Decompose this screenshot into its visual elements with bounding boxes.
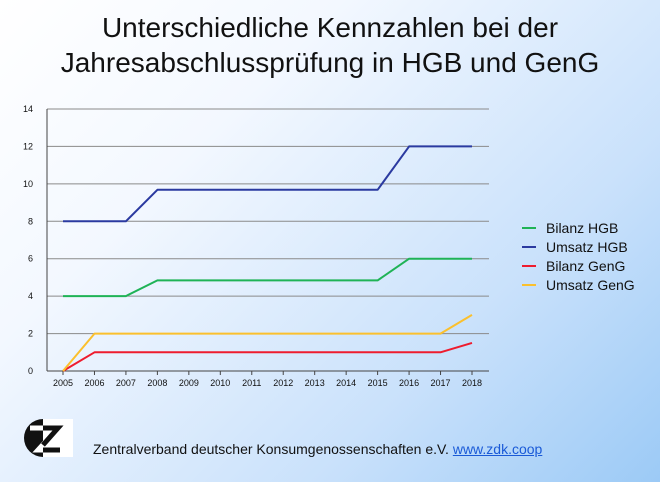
legend-label: Umsatz GenG (546, 276, 635, 293)
x-tick-label: 2007 (116, 378, 136, 388)
x-tick-label: 2013 (305, 378, 325, 388)
series-line-umsatz-geng (62, 314, 473, 372)
footer: Zentralverband deutscher Konsumgenossens… (93, 441, 542, 457)
y-tick-label: 6 (28, 254, 33, 264)
x-tick-label: 2006 (84, 378, 104, 388)
x-tick-label: 2017 (431, 378, 451, 388)
x-tick-label: 2010 (210, 378, 230, 388)
y-tick-label: 2 (28, 329, 33, 339)
x-tick-label: 2012 (273, 378, 293, 388)
legend-swatch (522, 264, 536, 267)
x-tick-label: 2014 (336, 378, 356, 388)
series-line-bilanz-geng (62, 341, 473, 372)
legend-item: Umsatz GenG (522, 275, 635, 294)
legend-swatch (522, 245, 536, 248)
chart-title: Unterschiedliche Kennzahlen bei der Jahr… (0, 10, 660, 80)
footer-link[interactable]: www.zdk.coop (452, 441, 543, 457)
y-tick-label: 4 (28, 291, 33, 301)
series-lines (62, 145, 473, 372)
x-tick-labels: 2005 2006 2007 2008 2009 2010 2011 2012 2013 2014… (53, 371, 482, 388)
y-tick-label: 8 (28, 216, 33, 226)
x-tick-label: 2005 (53, 378, 73, 388)
series-line-umsatz-hgb (63, 145, 472, 223)
footer-org: Zentralverband deutscher Konsumgenossens… (93, 441, 449, 457)
title-line-2: Jahresabschlussprüfung in HGB und GenG (60, 47, 600, 78)
y-tick-label: 12 (23, 141, 33, 151)
legend-item: Bilanz HGB (522, 218, 635, 237)
x-tick-label: 2016 (399, 378, 419, 388)
x-tick-label: 2009 (179, 378, 199, 388)
x-tick-label: 2011 (242, 378, 261, 388)
zdk-logo-icon: Z (24, 412, 73, 457)
y-tick-label: 10 (23, 179, 33, 189)
y-tick-label: 14 (23, 104, 33, 114)
y-tick-labels: 0 2 4 6 8 10 12 14 (23, 104, 33, 376)
title-line-1: Unterschiedliche Kennzahlen bei der (101, 12, 559, 43)
series-line-bilanz-hgb (63, 257, 472, 298)
legend-label: Bilanz GenG (546, 257, 626, 274)
x-tick-label: 2018 (462, 378, 482, 388)
zdk-logo: Z (24, 412, 76, 464)
x-tick-label: 2008 (147, 378, 167, 388)
legend-swatch (522, 283, 536, 286)
y-tick-label: 0 (28, 366, 33, 376)
legend-label: Bilanz HGB (546, 219, 619, 236)
legend-label: Umsatz HGB (546, 238, 628, 255)
legend: Bilanz HGB Umsatz HGB Bilanz GenG Umsatz Ge… (522, 218, 635, 294)
logo-letter: Z (50, 412, 51, 414)
x-tick-label: 2015 (368, 378, 388, 388)
axes (46, 109, 489, 372)
legend-swatch (522, 226, 536, 229)
legend-item: Umsatz HGB (522, 237, 635, 256)
legend-item: Bilanz GenG (522, 256, 635, 275)
